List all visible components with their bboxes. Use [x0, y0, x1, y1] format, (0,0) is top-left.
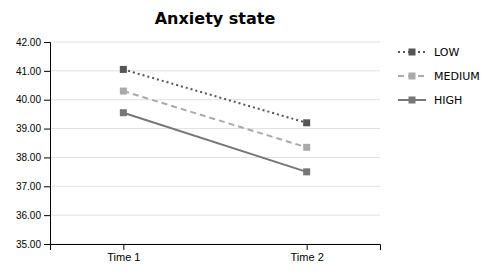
series-marker — [303, 119, 310, 126]
y-tick-label: 35.00 — [16, 239, 41, 250]
y-tick: 42.00 — [16, 37, 50, 48]
y-tick: 38.00 — [16, 152, 50, 163]
grid-line — [50, 70, 380, 71]
y-tick: 36.00 — [16, 210, 50, 221]
y-tick: 35.00 — [16, 239, 50, 250]
y-tick-mark — [44, 157, 50, 158]
legend: LOW MEDIUM HIGH — [398, 46, 480, 107]
legend-marker — [409, 73, 416, 80]
legend-label: MEDIUM — [434, 70, 480, 83]
y-tick-label: 39.00 — [16, 123, 41, 134]
series-line — [123, 113, 306, 172]
legend-label: HIGH — [434, 94, 462, 107]
series-marker — [120, 66, 127, 73]
y-axis-line — [44, 43, 51, 245]
series-line — [123, 91, 306, 147]
x-tick-mark — [307, 244, 308, 250]
y-tick-label: 40.00 — [16, 94, 41, 105]
title: Anxiety state — [155, 9, 276, 28]
legend-entry: HIGH — [398, 94, 462, 107]
legend-entry: MEDIUM — [398, 70, 480, 83]
y-tick-mark — [44, 215, 50, 216]
plot: 35.00 36.00 37.00 38.00 39.00 40.00 41.00 42.00… — [16, 37, 381, 263]
series-marker — [120, 109, 127, 116]
series-marker — [120, 88, 127, 95]
y-tick: 40.00 — [16, 94, 50, 105]
y-tick: 41.00 — [16, 66, 50, 77]
series-line — [123, 69, 306, 122]
y-tick: 39.00 — [16, 123, 50, 134]
y-tick-mark — [44, 186, 50, 187]
legend-marker — [409, 97, 416, 104]
grid-line — [50, 99, 380, 100]
x-axis: Time 1 Time 2 — [51, 244, 381, 263]
grid-line — [50, 186, 380, 187]
series-marker — [303, 144, 310, 151]
grid-line — [50, 128, 380, 129]
y-tick-mark — [44, 100, 50, 101]
legend-label: LOW — [434, 46, 459, 59]
x-axis-line — [51, 245, 381, 251]
y-tick-label: 37.00 — [16, 181, 41, 192]
grid-line — [50, 42, 380, 43]
y-tick-label: 42.00 — [16, 37, 41, 48]
grid-line — [50, 215, 380, 216]
legend-entry: LOW — [398, 46, 459, 59]
x-tick-mark — [123, 244, 124, 250]
y-tick-mark — [44, 42, 50, 43]
data — [120, 66, 310, 175]
y-axis: 35.00 36.00 37.00 38.00 39.00 40.00 41.00 42.00 — [16, 37, 51, 250]
x-tick-label: Time 2 — [291, 251, 324, 263]
y-tick: 37.00 — [16, 181, 50, 192]
x-tick: Time 1 — [107, 244, 140, 263]
grid — [50, 42, 380, 244]
x-tick: Time 2 — [291, 244, 324, 263]
series-marker — [303, 168, 310, 175]
chart: Anxiety state 35.00 36.00 37.00 38.00 39.00 40… — [0, 0, 500, 274]
y-tick-label: 38.00 — [16, 152, 41, 163]
y-tick-mark — [44, 71, 50, 72]
y-tick-mark — [44, 244, 50, 245]
grid-line — [50, 157, 380, 158]
x-tick-label: Time 1 — [107, 251, 140, 263]
y-tick-label: 36.00 — [16, 210, 41, 221]
y-tick-mark — [44, 129, 50, 130]
legend-marker — [409, 49, 416, 56]
y-tick-label: 41.00 — [16, 66, 41, 77]
